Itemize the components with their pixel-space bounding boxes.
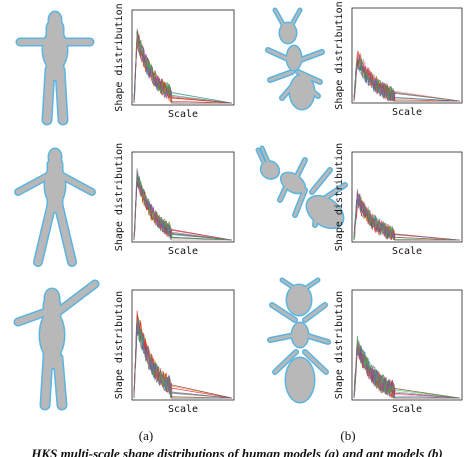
y-axis-label: Shape distribution [334,143,345,251]
axes-frame [131,151,235,243]
x-axis-label: Scale [392,404,422,415]
plot: Shape distribution Scale [334,143,463,257]
model [15,10,95,126]
y-axis-label: Shape distribution [114,291,125,399]
limb [296,70,322,84]
limb [270,303,297,322]
body-part [287,285,311,315]
distribution-curve [353,336,461,399]
limb [293,188,307,217]
plot: Shape distribution Scale [114,3,235,120]
distribution-curve [133,318,232,399]
axes-frame [351,7,463,104]
limb [43,66,54,124]
limb [56,66,67,124]
limb [303,333,330,344]
axes-frame [351,289,463,401]
limb [41,354,52,409]
model [265,7,325,111]
model [255,145,348,230]
distribution-curve [133,168,233,241]
limb [310,168,332,194]
body-part [286,358,314,402]
limb [303,303,327,322]
limb [273,350,298,374]
x-axis-label: Scale [168,109,198,120]
body-part [280,23,296,43]
axes-frame [131,289,235,401]
body-part [45,165,65,205]
models [13,7,348,411]
distribution-curve [353,191,460,241]
body-part [292,323,308,347]
body-part [287,46,301,70]
body-part [43,30,67,70]
distribution-curve [133,34,232,104]
body-part [290,75,314,109]
limb [54,199,76,266]
caption: HKS multi-scale shape distributions of h… [30,446,442,457]
y-axis-label: Shape distribution [334,1,345,109]
x-axis-label: Scale [168,404,198,415]
limb [261,147,269,163]
distribution-curve [353,59,461,102]
distribution-curve [353,55,460,102]
subfigure-label: (b) [340,428,355,443]
limb [15,309,49,325]
distribution-curve [133,33,232,104]
y-axis-label: Shape distribution [114,143,125,251]
axes-frame [131,9,235,106]
body-part [49,149,61,165]
distribution-curve [133,168,233,241]
limb [303,350,328,374]
body-part [40,311,64,359]
subfigure-label: (a) [139,428,153,443]
distribution-curve [133,321,232,399]
body-part [49,12,61,28]
limb [268,333,297,342]
limb [55,281,98,315]
limb [257,149,266,166]
plot: Shape distribution Scale [114,289,235,415]
model [14,147,96,267]
plot: Shape distribution Scale [334,289,463,415]
x-axis-label: Scale [168,246,198,257]
limb [34,199,56,266]
body-part [45,289,59,307]
model [267,277,331,404]
model [13,279,100,411]
limb [266,48,292,62]
limb [320,183,347,202]
plot: Shape distribution Scale [334,1,463,118]
body-part [281,173,305,193]
body-part [306,196,344,228]
limb [268,70,294,82]
x-axis-label: Scale [392,246,422,257]
plot: Shape distribution Scale [114,143,235,257]
distribution-curve [353,342,461,399]
x-axis-label: Scale [392,107,422,118]
y-axis-label: Shape distribution [114,3,125,111]
axes-frame [351,151,463,243]
body-part [261,161,279,179]
limb [54,354,66,409]
y-axis-label: Shape distribution [334,291,345,399]
